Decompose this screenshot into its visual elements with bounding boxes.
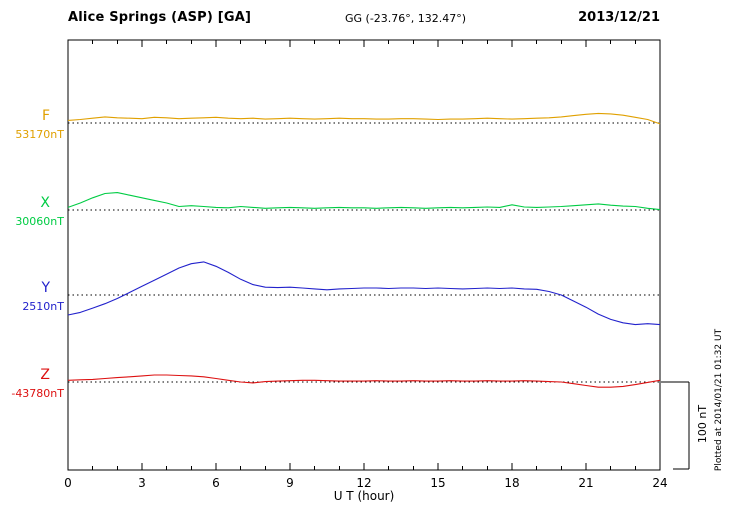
series-line-F bbox=[67, 112, 661, 125]
series-base-value-Y: 2510nT bbox=[22, 300, 64, 313]
x-tick-label: 0 bbox=[64, 476, 72, 490]
x-tick-label: 6 bbox=[212, 476, 220, 490]
series-line-X bbox=[67, 192, 661, 211]
series-base-value-Z: -43780nT bbox=[11, 387, 64, 400]
series-line-Z bbox=[67, 374, 661, 388]
geographic-coordinates: GG (-23.76°, 132.47°) bbox=[345, 12, 467, 25]
plotted-timestamp-note: Plotted at 2014/01/21 01:32 UT bbox=[714, 328, 724, 472]
x-tick-label: 12 bbox=[356, 476, 371, 490]
series-label-F: F bbox=[41, 108, 50, 124]
x-tick-label: 9 bbox=[286, 476, 294, 490]
x-tick-label: 3 bbox=[138, 476, 146, 490]
series-label-Y: Y bbox=[41, 280, 50, 296]
series-base-value-F: 53170nT bbox=[15, 128, 64, 141]
station-title: Alice Springs (ASP) [GA] bbox=[68, 10, 252, 25]
series-line-Y bbox=[67, 261, 661, 326]
x-tick-label: 18 bbox=[504, 476, 519, 490]
scale-bar-label: 100 nT bbox=[696, 404, 709, 444]
plot-date: 2013/12/21 bbox=[578, 10, 660, 25]
x-axis-label: U T (hour) bbox=[333, 489, 395, 503]
plot-border bbox=[67, 39, 661, 471]
x-tick-label: 24 bbox=[652, 476, 667, 490]
x-tick-label: 21 bbox=[578, 476, 593, 490]
series-label-Z: Z bbox=[40, 367, 50, 383]
x-tick-label: 15 bbox=[430, 476, 445, 490]
series-base-value-X: 30060nT bbox=[15, 215, 64, 228]
series-label-X: X bbox=[40, 195, 50, 211]
